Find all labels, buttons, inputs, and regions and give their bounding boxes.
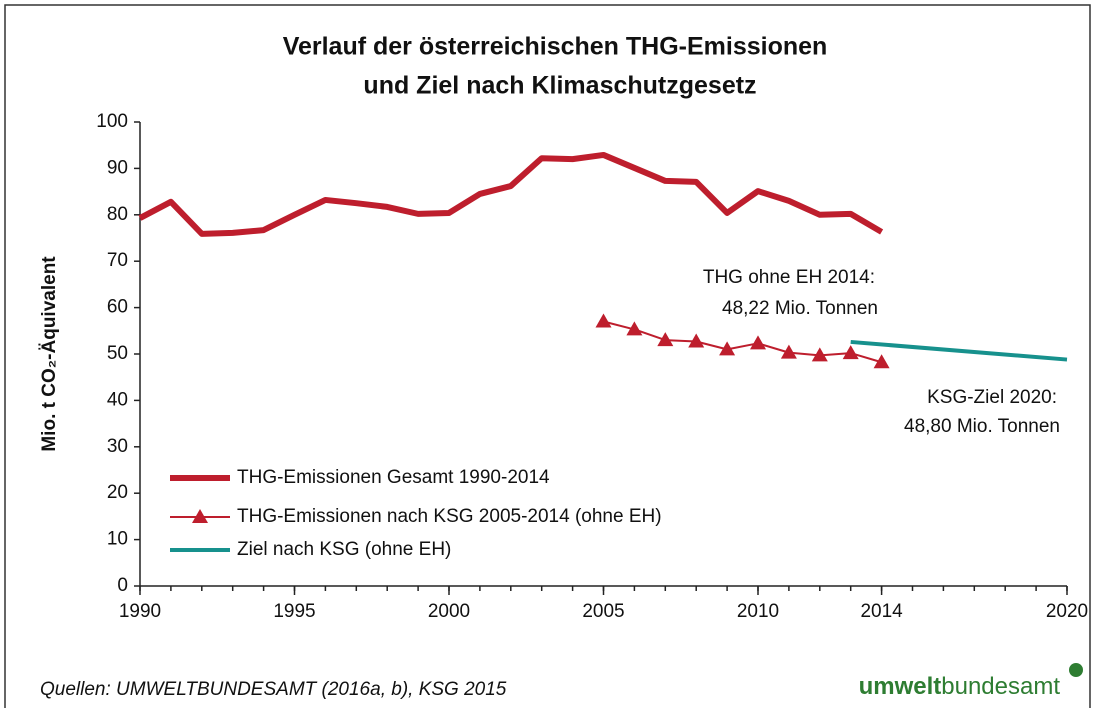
frame	[4, 4, 1091, 708]
marker	[750, 335, 766, 350]
y-tick-label: 80	[107, 204, 128, 225]
marker	[657, 332, 674, 347]
x-tick-label: 2010	[737, 601, 779, 622]
legend-label: THG-Emissionen Gesamt 1990-2014	[237, 467, 550, 488]
x-tick-label: 2014	[860, 601, 903, 622]
annotation: THG ohne EH 2014:	[703, 267, 875, 288]
y-tick-label: 50	[107, 343, 128, 364]
chart-title: Verlauf der österreichischen THG-Emissio…	[283, 33, 828, 61]
logo-part: umwelt	[859, 673, 942, 700]
y-tick-label: 0	[117, 575, 128, 596]
y-tick-label: 10	[107, 529, 128, 550]
y-tick-label: 70	[107, 250, 128, 271]
marker	[719, 341, 736, 356]
y-axis-label: Mio. t CO₂-Äquivalent	[39, 256, 60, 452]
y-tick-label: 20	[107, 482, 128, 503]
annotation: KSG-Ziel 2020:	[927, 387, 1057, 408]
marker	[688, 333, 705, 348]
legend-label: Ziel nach KSG (ohne EH)	[237, 539, 451, 560]
marker	[811, 347, 828, 362]
source: Quellen: UMWELTBUNDESAMT (2016a, b), KSG…	[40, 679, 507, 700]
marker	[626, 321, 643, 336]
annotation: 48,80 Mio. Tonnen	[904, 416, 1060, 437]
marker	[780, 344, 797, 359]
logo-icon	[1069, 663, 1083, 677]
logo-part: bundesamt	[941, 673, 1060, 700]
y-tick-label: 40	[107, 389, 128, 410]
x-tick-label: 2020	[1046, 601, 1088, 622]
marker	[873, 354, 890, 369]
legend-label: THG-Emissionen nach KSG 2005-2014 (ohne …	[237, 506, 662, 527]
marker	[595, 313, 612, 328]
x-tick-label: 1990	[119, 601, 161, 622]
logo: umweltbundesamt	[859, 673, 1061, 700]
y-tick-label: 90	[107, 157, 128, 178]
chart-title: und Ziel nach Klimaschutzgesetz	[363, 72, 756, 100]
legend-marker	[192, 509, 208, 523]
annotation: 48,22 Mio. Tonnen	[722, 298, 878, 319]
x-tick-label: 1995	[273, 601, 315, 622]
y-tick-label: 100	[96, 111, 128, 132]
series-line	[603, 320, 882, 364]
marker	[842, 345, 859, 360]
y-tick-label: 30	[107, 436, 128, 457]
series-line	[850, 339, 1068, 362]
x-tick-label: 2005	[582, 601, 624, 622]
x-tick-label: 2000	[428, 601, 470, 622]
series-line	[138, 151, 884, 237]
y-tick-label: 60	[107, 297, 128, 318]
